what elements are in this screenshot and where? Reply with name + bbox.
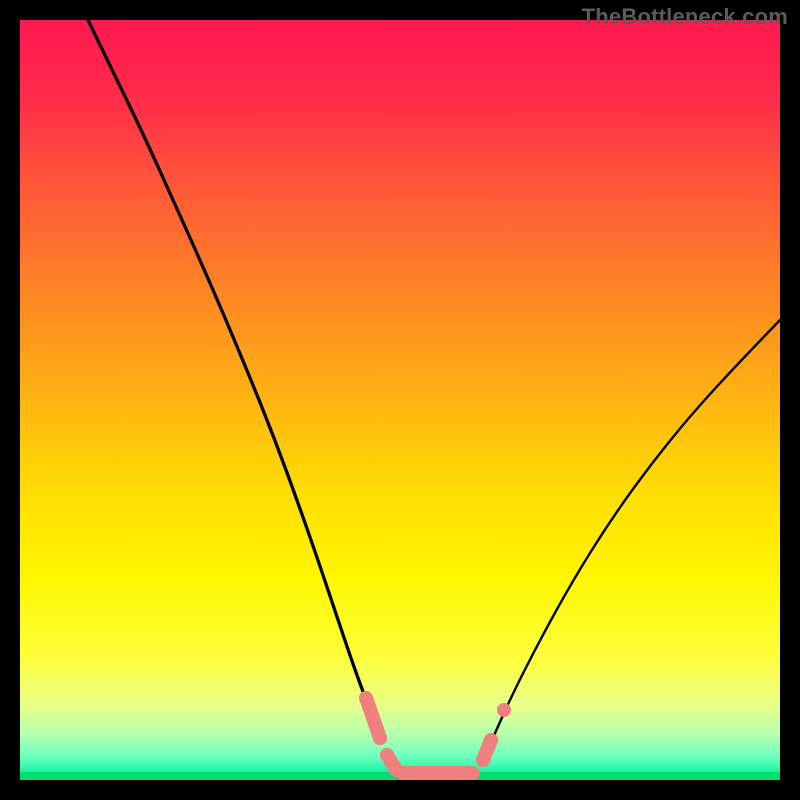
watermark-text: TheBottleneck.com	[582, 4, 788, 30]
bottleneck-chart-svg	[0, 0, 800, 800]
chart-frame: TheBottleneck.com	[0, 0, 800, 800]
plot-background	[20, 20, 780, 780]
